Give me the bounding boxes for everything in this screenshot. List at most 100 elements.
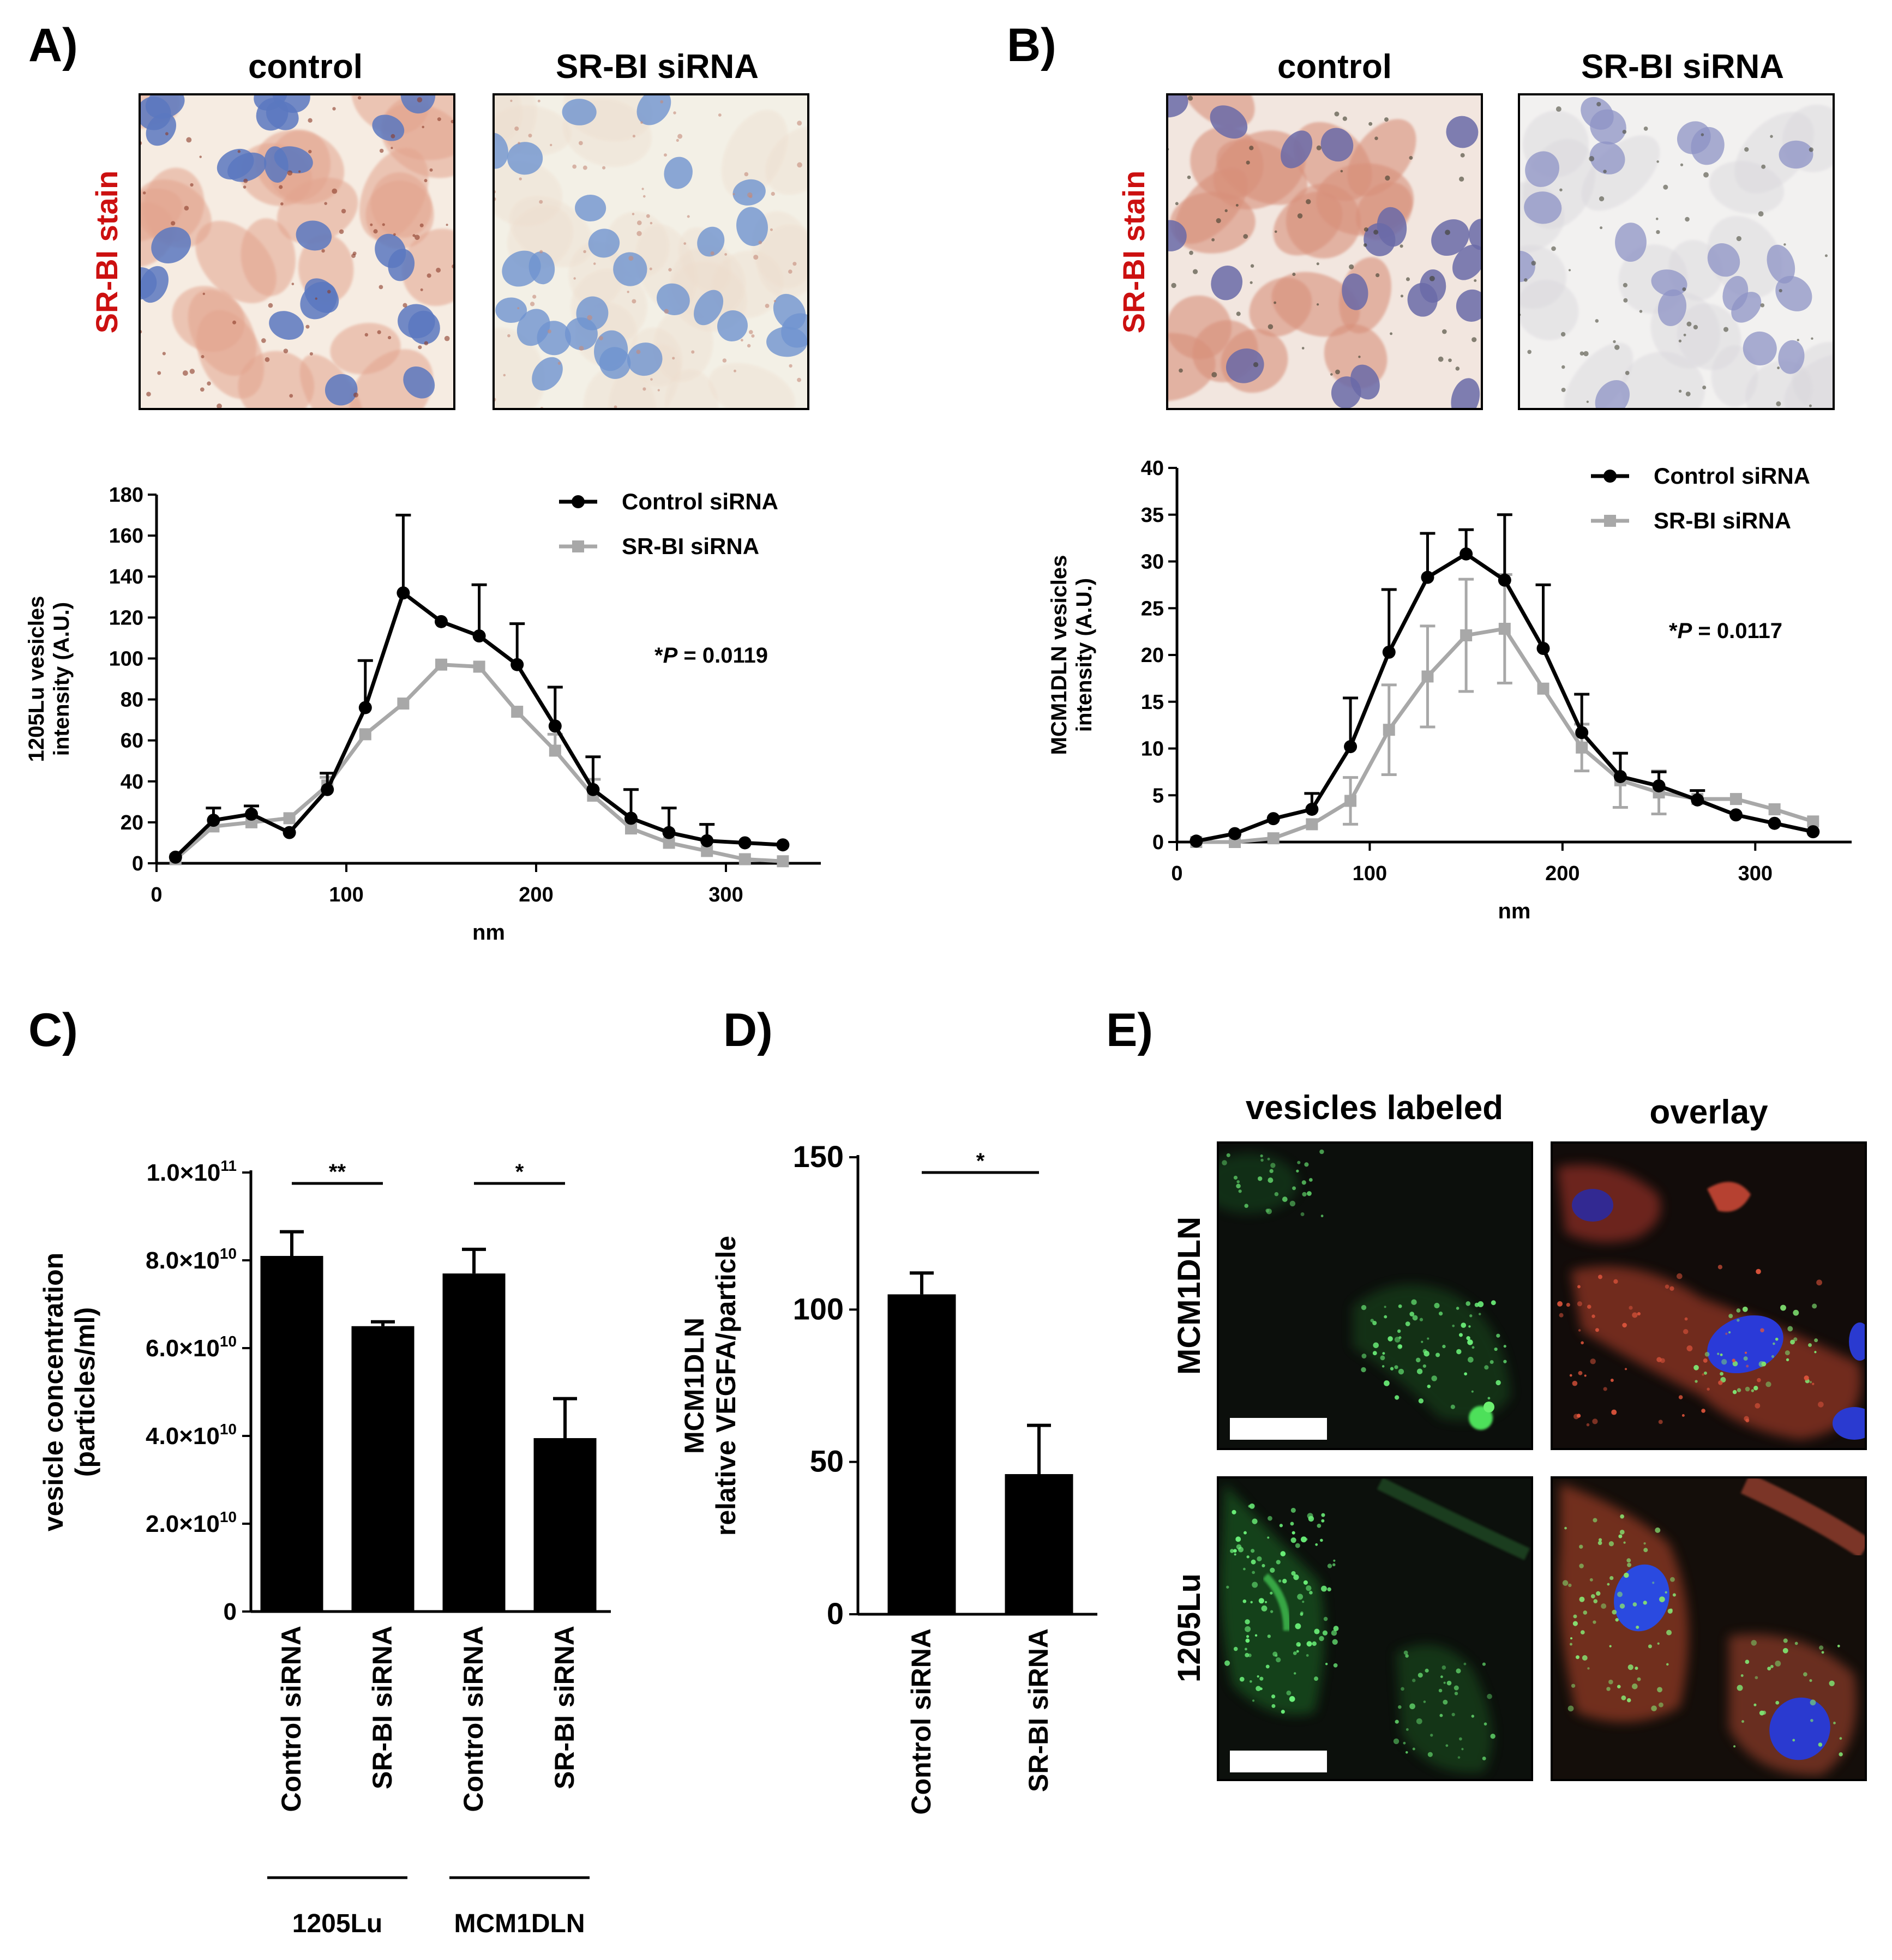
granule xyxy=(1330,373,1333,376)
vesicle-dot xyxy=(1580,1630,1585,1634)
vesicle-dot xyxy=(1576,1655,1579,1660)
vesicle-dot xyxy=(1782,1648,1788,1654)
cell-nucleus xyxy=(656,283,690,315)
cell-nucleus xyxy=(532,357,563,391)
granule xyxy=(315,297,317,300)
bar-rect xyxy=(887,1294,956,1614)
granule xyxy=(650,221,653,225)
vesicle-dot xyxy=(1327,1587,1331,1592)
vesicle-dot xyxy=(1742,1306,1748,1312)
data-point xyxy=(397,698,410,710)
vesicle-dot xyxy=(1746,1364,1749,1368)
y-tick-label: 10 xyxy=(1141,738,1164,761)
legend-marker xyxy=(1603,470,1617,483)
vesicle-dot xyxy=(1423,1350,1429,1357)
vesicle-dot xyxy=(1454,1692,1458,1696)
data-point xyxy=(1459,547,1473,561)
cell-nucleus xyxy=(1589,141,1625,175)
vesicle-dot xyxy=(1612,1609,1617,1615)
granule xyxy=(550,143,552,147)
granule xyxy=(1600,226,1603,230)
granule xyxy=(1613,340,1616,344)
vesicle-dot xyxy=(1270,1591,1273,1595)
granule xyxy=(202,292,205,295)
vesicle-dot xyxy=(1256,1686,1261,1691)
granule xyxy=(646,214,650,218)
vesicle-dot xyxy=(1728,1314,1733,1319)
data-point xyxy=(1575,726,1589,739)
granule xyxy=(283,348,289,353)
vesicle-dot xyxy=(1300,1536,1307,1543)
fluorescence-1205lu-overlay xyxy=(1551,1476,1867,1781)
vesicle-dot xyxy=(1327,1564,1332,1568)
vesicle-dot xyxy=(1745,1660,1750,1664)
vesicle-dot xyxy=(1587,1304,1591,1309)
cell-nucleus xyxy=(1691,127,1725,165)
vesicle-dot xyxy=(1248,1505,1251,1508)
vesicle-dot xyxy=(1624,1572,1629,1578)
vesicle-dot xyxy=(1265,1664,1270,1669)
vesicle-dot xyxy=(1282,1197,1288,1202)
bar-3 xyxy=(442,1247,506,1612)
granule xyxy=(1441,329,1447,334)
y-tick-label: 60 xyxy=(121,730,143,753)
vesicle-dot xyxy=(1446,1680,1452,1686)
vesicle-dot xyxy=(1780,1304,1786,1311)
vesicle-dot xyxy=(1607,1583,1610,1586)
cell-nucleus xyxy=(537,321,571,356)
granule xyxy=(599,336,603,340)
granule xyxy=(1770,135,1773,138)
vesicle-dot xyxy=(1637,1312,1641,1316)
vesicle-dot xyxy=(1418,1673,1423,1678)
vesicle-dot xyxy=(1388,1336,1393,1342)
y-axis-label: MCM1DLN vesicles intensity (A.U.) xyxy=(1047,555,1096,755)
vesicle-dot xyxy=(1503,1360,1507,1363)
granule xyxy=(437,117,441,122)
vesicle-dot xyxy=(1655,1527,1661,1533)
vesicle-dot xyxy=(1264,1601,1268,1603)
vesicle-dot xyxy=(1382,1365,1385,1368)
vesicle-dot xyxy=(1593,1518,1597,1523)
granule xyxy=(1334,111,1340,117)
cell-body xyxy=(1711,345,1758,407)
cell-nucleus xyxy=(1590,109,1626,145)
micrograph-a-srbi xyxy=(492,93,809,410)
vesicle-dot xyxy=(1471,1715,1474,1718)
vesicle-dot xyxy=(1658,1702,1663,1708)
vesicle-dot xyxy=(1718,1380,1723,1385)
vesicle-dot xyxy=(1452,1324,1455,1327)
vesicle-dot xyxy=(1837,1644,1840,1648)
vesicle-dot xyxy=(1568,1583,1572,1588)
vesicle-dot xyxy=(1626,1558,1631,1563)
vesicle-dot xyxy=(1372,1351,1377,1356)
significance-stars: * xyxy=(515,1160,524,1184)
data-point xyxy=(1460,629,1473,641)
granule xyxy=(1703,172,1709,178)
panel-a-row-label: SR-BI stain xyxy=(89,171,124,334)
vesicle-dot xyxy=(1466,1336,1470,1340)
data-point xyxy=(1537,682,1549,695)
granule xyxy=(200,387,205,392)
data-point xyxy=(435,658,447,671)
data-point xyxy=(1691,793,1704,807)
data-point xyxy=(1228,827,1242,840)
vesicle-dot xyxy=(1619,1530,1625,1535)
granule xyxy=(687,215,690,218)
cell-nucleus xyxy=(151,227,191,264)
data-point xyxy=(1421,670,1434,683)
granule xyxy=(189,369,195,374)
vesicle-dot xyxy=(1251,1559,1256,1565)
vesicle-dot xyxy=(1790,1339,1795,1345)
vesicle-dot xyxy=(1469,1314,1473,1318)
vesicle-dot xyxy=(1669,1577,1675,1582)
category-label-text: Control siRNA xyxy=(276,1626,307,1812)
vesicle-dot xyxy=(1295,1543,1300,1548)
granule xyxy=(547,329,551,334)
data-point xyxy=(435,615,448,628)
granule xyxy=(641,188,644,190)
vesicle-dot xyxy=(1597,1274,1602,1279)
vesicle-dot xyxy=(1333,1559,1336,1562)
vesicle-dot xyxy=(1759,1710,1764,1716)
vesicle-dot xyxy=(1272,1651,1278,1657)
vesicle-dot xyxy=(1667,1608,1673,1614)
